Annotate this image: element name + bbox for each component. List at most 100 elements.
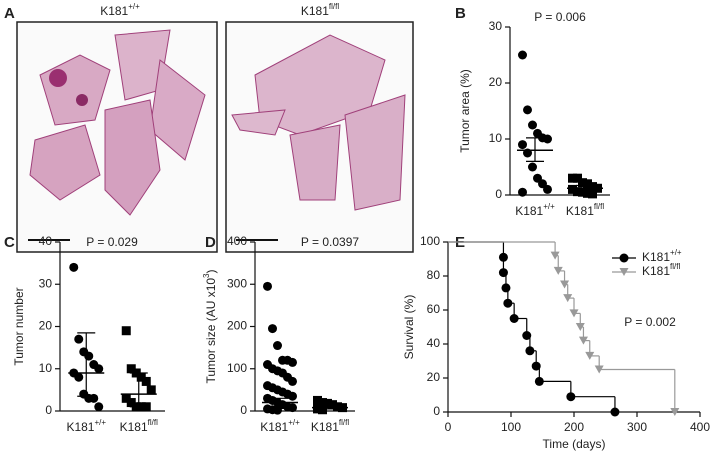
- x-tick-label: K181+/+: [515, 202, 555, 218]
- tissue: [149, 59, 206, 161]
- x-tick-label: K181fl/fl: [566, 202, 604, 218]
- point: [523, 105, 532, 115]
- superscript: fl/fl: [670, 262, 680, 271]
- image-label: K181fl/fl: [301, 2, 339, 18]
- point: [503, 298, 513, 308]
- superscript: fl/fl: [339, 418, 349, 427]
- y-tick-label: 30: [489, 19, 503, 33]
- panel-letter: A: [4, 5, 15, 22]
- text-part: K181: [311, 420, 339, 434]
- tissue: [289, 124, 341, 201]
- point: [568, 173, 577, 183]
- point: [518, 140, 527, 150]
- x-tick-label: 0: [445, 420, 452, 434]
- point: [578, 187, 587, 197]
- tissue: [231, 109, 286, 136]
- point: [288, 391, 297, 401]
- text-part: K181: [642, 250, 670, 264]
- point: [94, 402, 104, 412]
- point: [573, 173, 582, 183]
- point: [313, 395, 322, 405]
- y-tick-label: 100: [227, 361, 247, 375]
- x-tick-label: K181fl/fl: [120, 418, 158, 434]
- text-part: K181: [100, 4, 128, 18]
- tissue: [104, 99, 161, 216]
- point: [121, 326, 131, 336]
- text-part: K181: [260, 420, 288, 434]
- point: [543, 134, 552, 144]
- superscript: +/+: [94, 418, 106, 427]
- text-part: K181: [566, 204, 594, 218]
- superscript: fl/fl: [594, 202, 604, 211]
- y-tick-label: 0: [45, 403, 52, 417]
- y-tick-label: 10: [489, 131, 503, 145]
- point: [583, 188, 592, 198]
- point: [313, 404, 322, 414]
- point: [121, 393, 131, 403]
- point: [288, 376, 297, 386]
- x-tick-label: K181+/+: [66, 418, 106, 434]
- point: [288, 403, 297, 413]
- point: [578, 178, 587, 188]
- text-part: K181: [642, 264, 670, 278]
- point: [619, 253, 629, 263]
- point: [619, 268, 629, 276]
- y-tick-label: 20: [489, 75, 503, 89]
- x-tick-label: K181fl/fl: [311, 418, 349, 434]
- point: [84, 351, 94, 361]
- point: [89, 393, 99, 403]
- text-part: ): [204, 269, 218, 273]
- text-part: K181: [66, 420, 94, 434]
- y-axis-title: Tumor number: [12, 287, 26, 365]
- text-part: Tumor size (AU x10: [204, 278, 218, 384]
- y-tick-label: 0: [433, 404, 440, 418]
- tumor: [49, 69, 67, 87]
- superscript: +/+: [670, 248, 682, 257]
- point: [74, 372, 84, 382]
- annotation: P = 0.0397: [301, 235, 359, 249]
- point: [543, 184, 552, 194]
- y-tick-label: 100: [420, 234, 440, 248]
- point: [273, 405, 282, 415]
- point: [263, 281, 272, 291]
- superscript: +/+: [288, 418, 300, 427]
- x-tick-label: 100: [501, 420, 521, 434]
- y-tick-label: 60: [427, 302, 441, 316]
- point: [126, 364, 136, 374]
- y-tick-label: 40: [39, 234, 53, 248]
- point: [273, 341, 282, 351]
- point: [670, 408, 680, 416]
- point: [288, 357, 297, 367]
- y-axis-title: Survival (%): [402, 295, 416, 360]
- y-tick-label: 10: [39, 361, 53, 375]
- y-tick-label: 40: [427, 336, 441, 350]
- superscript: +/+: [128, 2, 140, 11]
- y-tick-label: 200: [227, 319, 247, 333]
- point: [518, 50, 527, 60]
- point: [318, 405, 327, 415]
- point: [94, 364, 104, 374]
- x-tick-label: 400: [690, 420, 710, 434]
- superscript: fl/fl: [148, 418, 158, 427]
- y-tick-label: 0: [240, 403, 247, 417]
- point: [146, 385, 156, 395]
- y-tick-label: 0: [495, 187, 502, 201]
- point: [588, 182, 597, 192]
- legend-label: K181+/+: [642, 248, 682, 264]
- superscript: +/+: [543, 202, 555, 211]
- tissue: [29, 124, 101, 201]
- legend-label: K181fl/fl: [642, 262, 680, 278]
- image-label: K181+/+: [100, 2, 140, 18]
- superscript: 3: [202, 273, 211, 278]
- point: [323, 398, 332, 408]
- y-axis-title: Tumor size (AU x103): [202, 269, 218, 383]
- point: [610, 407, 620, 417]
- annotation: P = 0.002: [624, 315, 676, 329]
- point: [136, 372, 146, 382]
- point: [518, 187, 527, 197]
- annotation: P = 0.006: [534, 10, 586, 24]
- point: [328, 400, 337, 410]
- y-tick-label: 20: [39, 319, 53, 333]
- y-tick-label: 400: [227, 234, 247, 248]
